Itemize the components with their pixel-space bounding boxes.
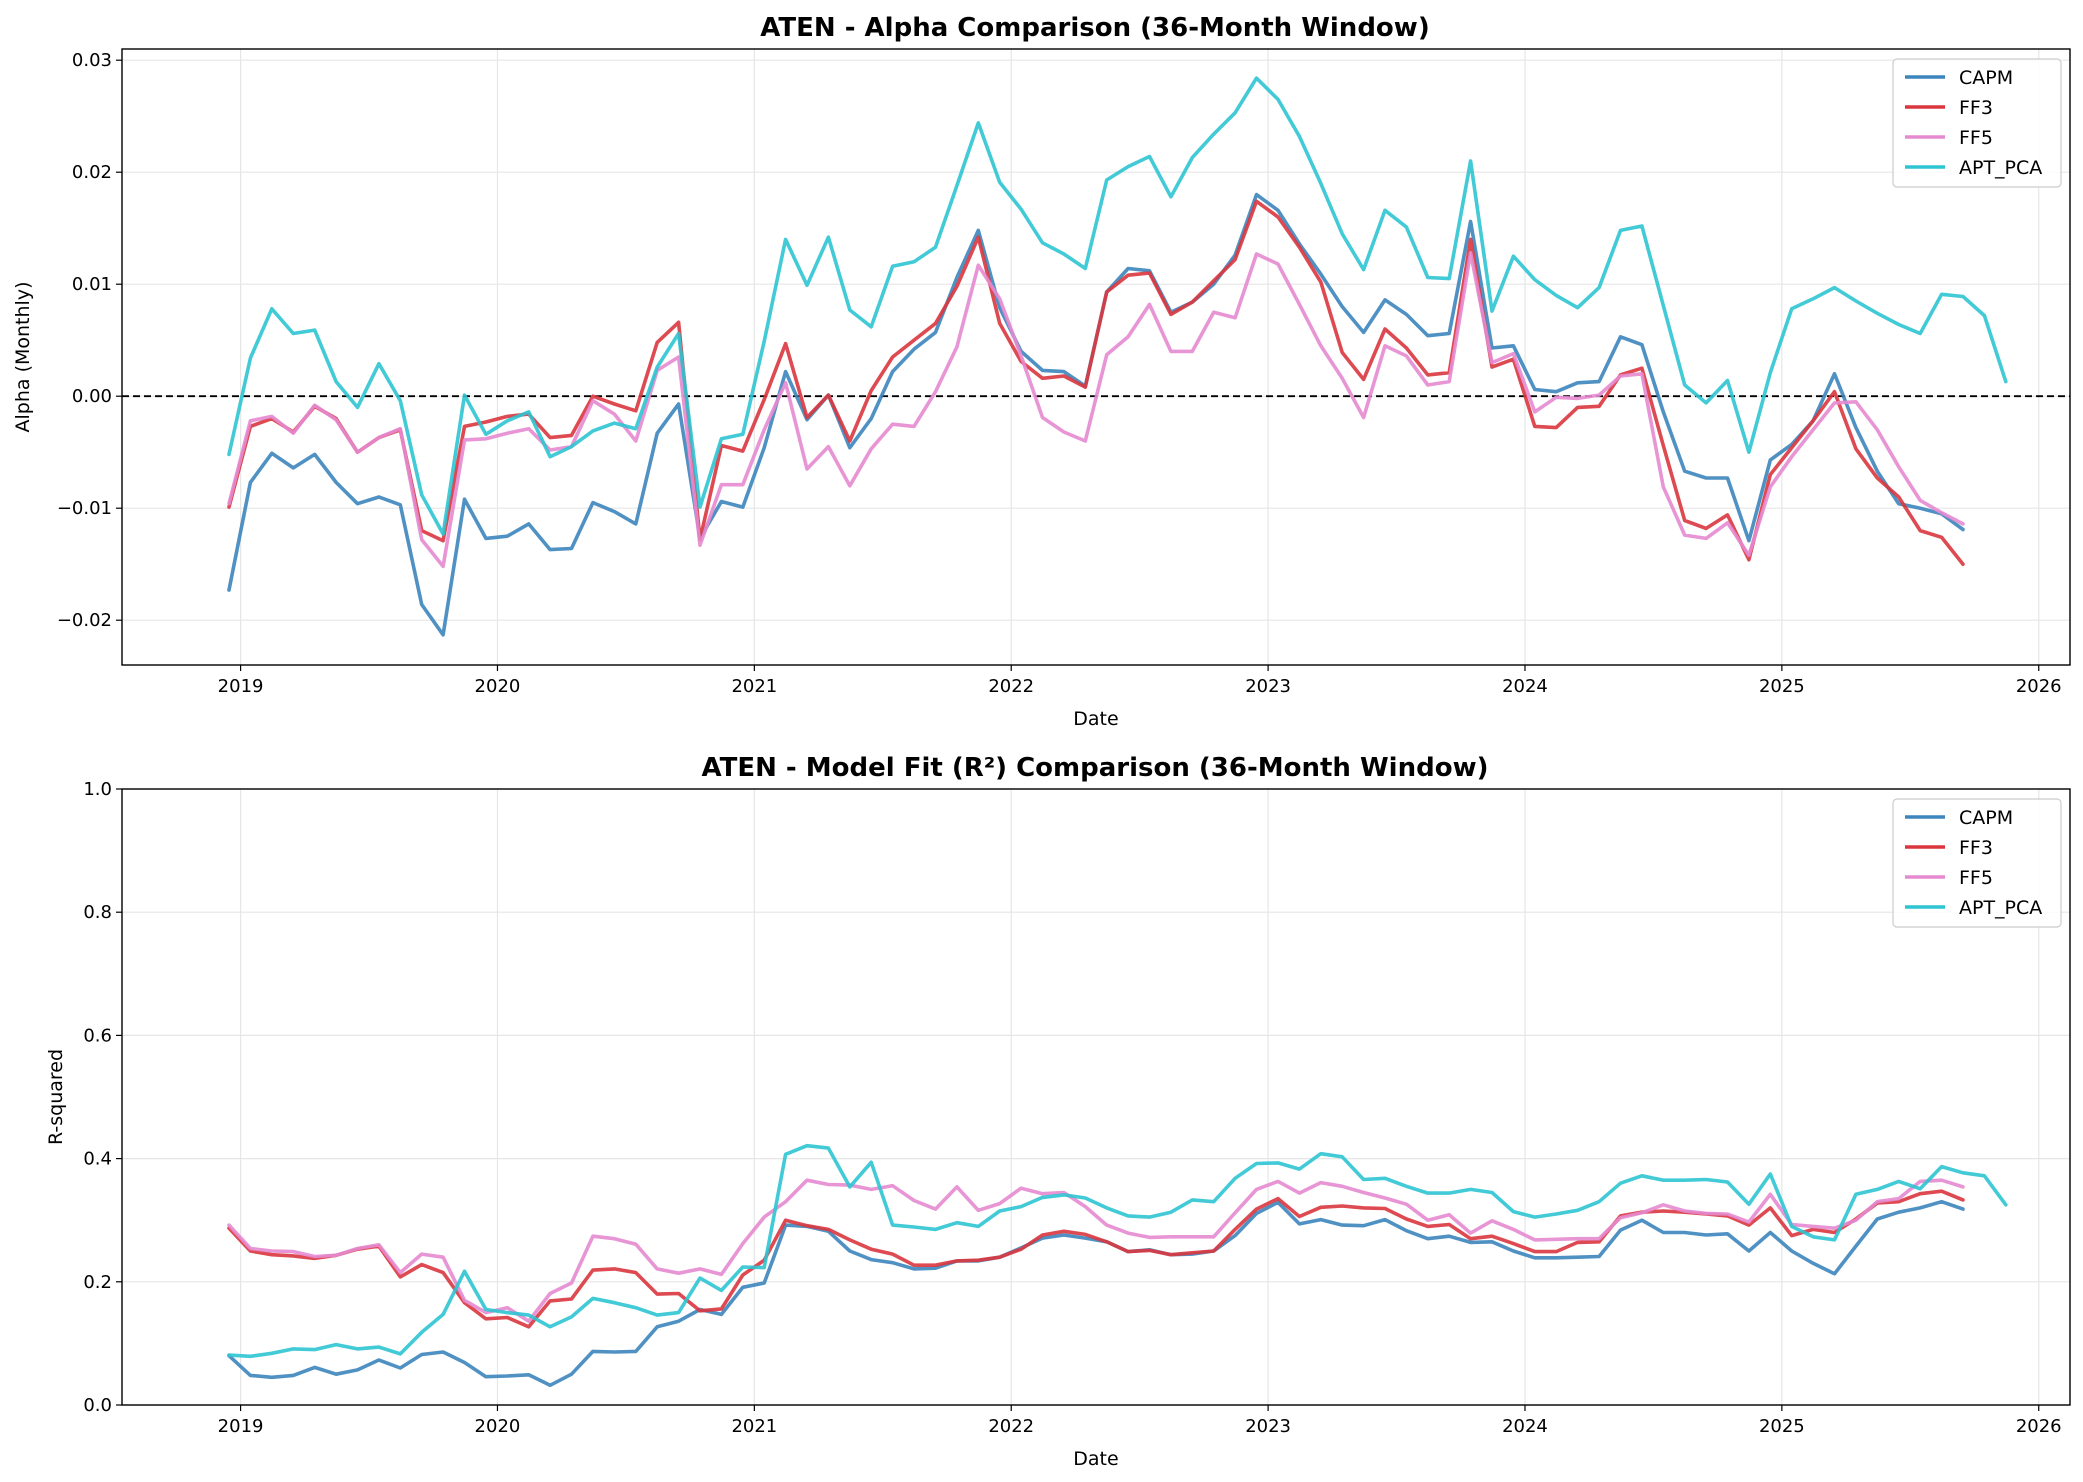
alpha-chart-ylabel: Alpha (Monthly) bbox=[12, 282, 34, 433]
rsquared-chart-xtick-label: 2022 bbox=[988, 1416, 1034, 1437]
alpha-chart-legend-box bbox=[1892, 58, 2062, 188]
rsquared-chart-panel: ATEN - Model Fit (R²) Comparison (36-Mon… bbox=[45, 753, 2071, 1470]
alpha-chart-ytick-label: 0.02 bbox=[72, 162, 112, 183]
rsquared-chart-xtick-label: 2020 bbox=[475, 1416, 521, 1437]
rsquared-chart-xtick-label: 2019 bbox=[218, 1416, 264, 1437]
rsquared-chart-legend: CAPM FF3 FF5 APT_PCA bbox=[1892, 798, 2062, 928]
rsquared-chart-legend-label: FF5 bbox=[1959, 867, 1993, 889]
alpha-chart-legend-label: CAPM bbox=[1959, 67, 2013, 89]
rsquared-chart-ytick-label: 0.8 bbox=[83, 902, 112, 923]
alpha-chart-legend: CAPM FF3 FF5 APT_PCA bbox=[1892, 58, 2062, 188]
rsquared-chart-ytick-label: 0.2 bbox=[83, 1272, 112, 1293]
alpha-chart-xtick-label: 2021 bbox=[731, 676, 777, 697]
alpha-chart-panel: ATEN - Alpha Comparison (36-Month Window… bbox=[12, 13, 2071, 730]
alpha-chart-ytick-label: 0.03 bbox=[72, 50, 112, 71]
alpha-chart-ytick-label: 0.01 bbox=[72, 274, 112, 295]
alpha-chart-title: ATEN - Alpha Comparison (36-Month Window… bbox=[760, 13, 1429, 43]
alpha-chart-xtick-label: 2023 bbox=[1245, 676, 1291, 697]
rsquared-chart-xtick-label: 2023 bbox=[1245, 1416, 1291, 1437]
alpha-chart-ytick-label: −0.01 bbox=[57, 498, 112, 519]
alpha-chart-xtick-label: 2026 bbox=[2016, 676, 2062, 697]
rsquared-chart-ytick-label: 1.0 bbox=[83, 779, 112, 800]
alpha-chart-legend-label: APT_PCA bbox=[1959, 157, 2042, 179]
rsquared-chart-series-apt-pca bbox=[227, 1143, 2008, 1359]
rsquared-chart-ylabel: R-squared bbox=[45, 1049, 67, 1145]
alpha-chart-series-ff5 bbox=[227, 251, 1965, 569]
alpha-chart-ytick-label: −0.02 bbox=[57, 610, 112, 631]
rsquared-chart-series-ff3 bbox=[227, 1189, 1965, 1329]
alpha-chart-legend-label: FF3 bbox=[1959, 97, 1993, 119]
rsquared-chart-title: ATEN - Model Fit (R²) Comparison (36-Mon… bbox=[702, 753, 1489, 783]
rsquared-chart-xtick-label: 2026 bbox=[2016, 1416, 2062, 1437]
rsquared-chart-frame bbox=[121, 788, 2071, 1406]
rsquared-chart-xtick-label: 2025 bbox=[1759, 1416, 1805, 1437]
alpha-chart-xlabel: Date bbox=[1073, 708, 1118, 730]
alpha-chart-legend-label: FF5 bbox=[1959, 127, 1993, 149]
rsquared-chart-xtick-label: 2021 bbox=[731, 1416, 777, 1437]
alpha-chart-xtick-label: 2022 bbox=[988, 676, 1034, 697]
rsquared-chart-legend-label: APT_PCA bbox=[1959, 897, 2042, 919]
rsquared-chart-legend-box bbox=[1892, 798, 2062, 928]
rsquared-chart-ytick-label: 0.6 bbox=[83, 1025, 112, 1046]
rsquared-chart-xlabel: Date bbox=[1073, 1448, 1118, 1470]
alpha-chart-xtick-label: 2025 bbox=[1759, 676, 1805, 697]
alpha-chart-xtick-label: 2020 bbox=[475, 676, 521, 697]
alpha-chart-ytick-label: 0.00 bbox=[72, 386, 112, 407]
rsquared-chart-ytick-label: 0.0 bbox=[83, 1395, 112, 1416]
alpha-chart-frame bbox=[121, 48, 2071, 666]
rsquared-chart-ytick-label: 0.4 bbox=[83, 1149, 112, 1170]
rsquared-chart-legend-label: CAPM bbox=[1959, 807, 2013, 829]
rsquared-chart-xtick-label: 2024 bbox=[1502, 1416, 1548, 1437]
alpha-chart-xtick-label: 2024 bbox=[1502, 676, 1548, 697]
alpha-chart-xtick-label: 2019 bbox=[218, 676, 264, 697]
rsquared-chart-legend-label: FF3 bbox=[1959, 837, 1993, 859]
alpha-chart-series-apt-pca bbox=[227, 76, 2008, 536]
